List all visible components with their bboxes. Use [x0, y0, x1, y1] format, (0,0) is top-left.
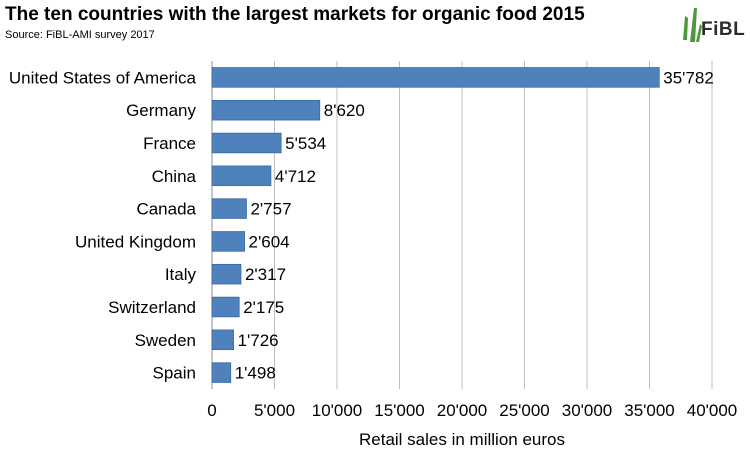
value-label: 35'782: [663, 68, 714, 87]
x-tick-label: 0: [207, 401, 216, 420]
x-tick-label: 35'000: [624, 401, 675, 420]
value-label: 2'317: [245, 265, 286, 284]
category-label: United Kingdom: [75, 232, 196, 251]
value-label: 1'498: [235, 364, 276, 383]
logo-text: FiBL: [701, 19, 746, 40]
value-label: 5'534: [285, 134, 326, 153]
category-label: Spain: [153, 364, 196, 383]
value-label: 8'620: [324, 101, 365, 120]
chart-title: The ten countries with the largest marke…: [5, 4, 585, 25]
bar: [211, 231, 245, 252]
value-label: 2'175: [243, 298, 284, 317]
x-tick-label: 5'000: [254, 401, 295, 420]
category-label: France: [143, 134, 196, 153]
bar: [211, 263, 242, 285]
leaf-icon: [683, 8, 702, 42]
x-tick-label: 15'000: [374, 401, 425, 420]
category-label: China: [152, 167, 197, 186]
category-label: Switzerland: [108, 298, 196, 317]
value-label: 4'712: [275, 167, 316, 186]
value-label: 1'726: [238, 331, 279, 350]
x-axis-title: Retail sales in million euros: [359, 430, 565, 449]
category-label: Germany: [126, 101, 196, 120]
category-label: Sweden: [135, 331, 196, 350]
bar: [211, 198, 247, 219]
gridlines: [211, 61, 713, 389]
value-label: 2'604: [249, 232, 290, 251]
x-tick-label: 30'000: [562, 401, 613, 420]
x-tick-label: 10'000: [312, 401, 363, 420]
bar: [211, 362, 232, 383]
category-label: Canada: [136, 200, 196, 219]
category-label: United States of America: [9, 68, 197, 87]
bar: [211, 165, 272, 187]
bar: [211, 67, 660, 88]
x-tick-labels: 0 5'000 10'000 15'000 20'000 25'000 30'000 35'0…: [207, 401, 737, 420]
bar: [211, 99, 321, 121]
bar: [211, 296, 240, 318]
x-tick-label: 40'000: [687, 401, 738, 420]
chart-source: Source: FiBL-AMI survey 2017: [5, 29, 155, 41]
value-label: 2'757: [250, 200, 291, 219]
category-label: Italy: [165, 265, 197, 284]
bar: [211, 329, 234, 351]
x-tick-label: 20'000: [437, 401, 488, 420]
bars: [211, 67, 660, 383]
fibl-logo: [683, 8, 702, 42]
x-tick-label: 25'000: [499, 401, 550, 420]
value-labels: 35'782 8'620 5'534 4'712 2'757 2'604 2'317 2'17…: [235, 68, 714, 382]
bar: [211, 132, 282, 154]
category-labels: United States of America Germany France Chi…: [9, 68, 197, 382]
